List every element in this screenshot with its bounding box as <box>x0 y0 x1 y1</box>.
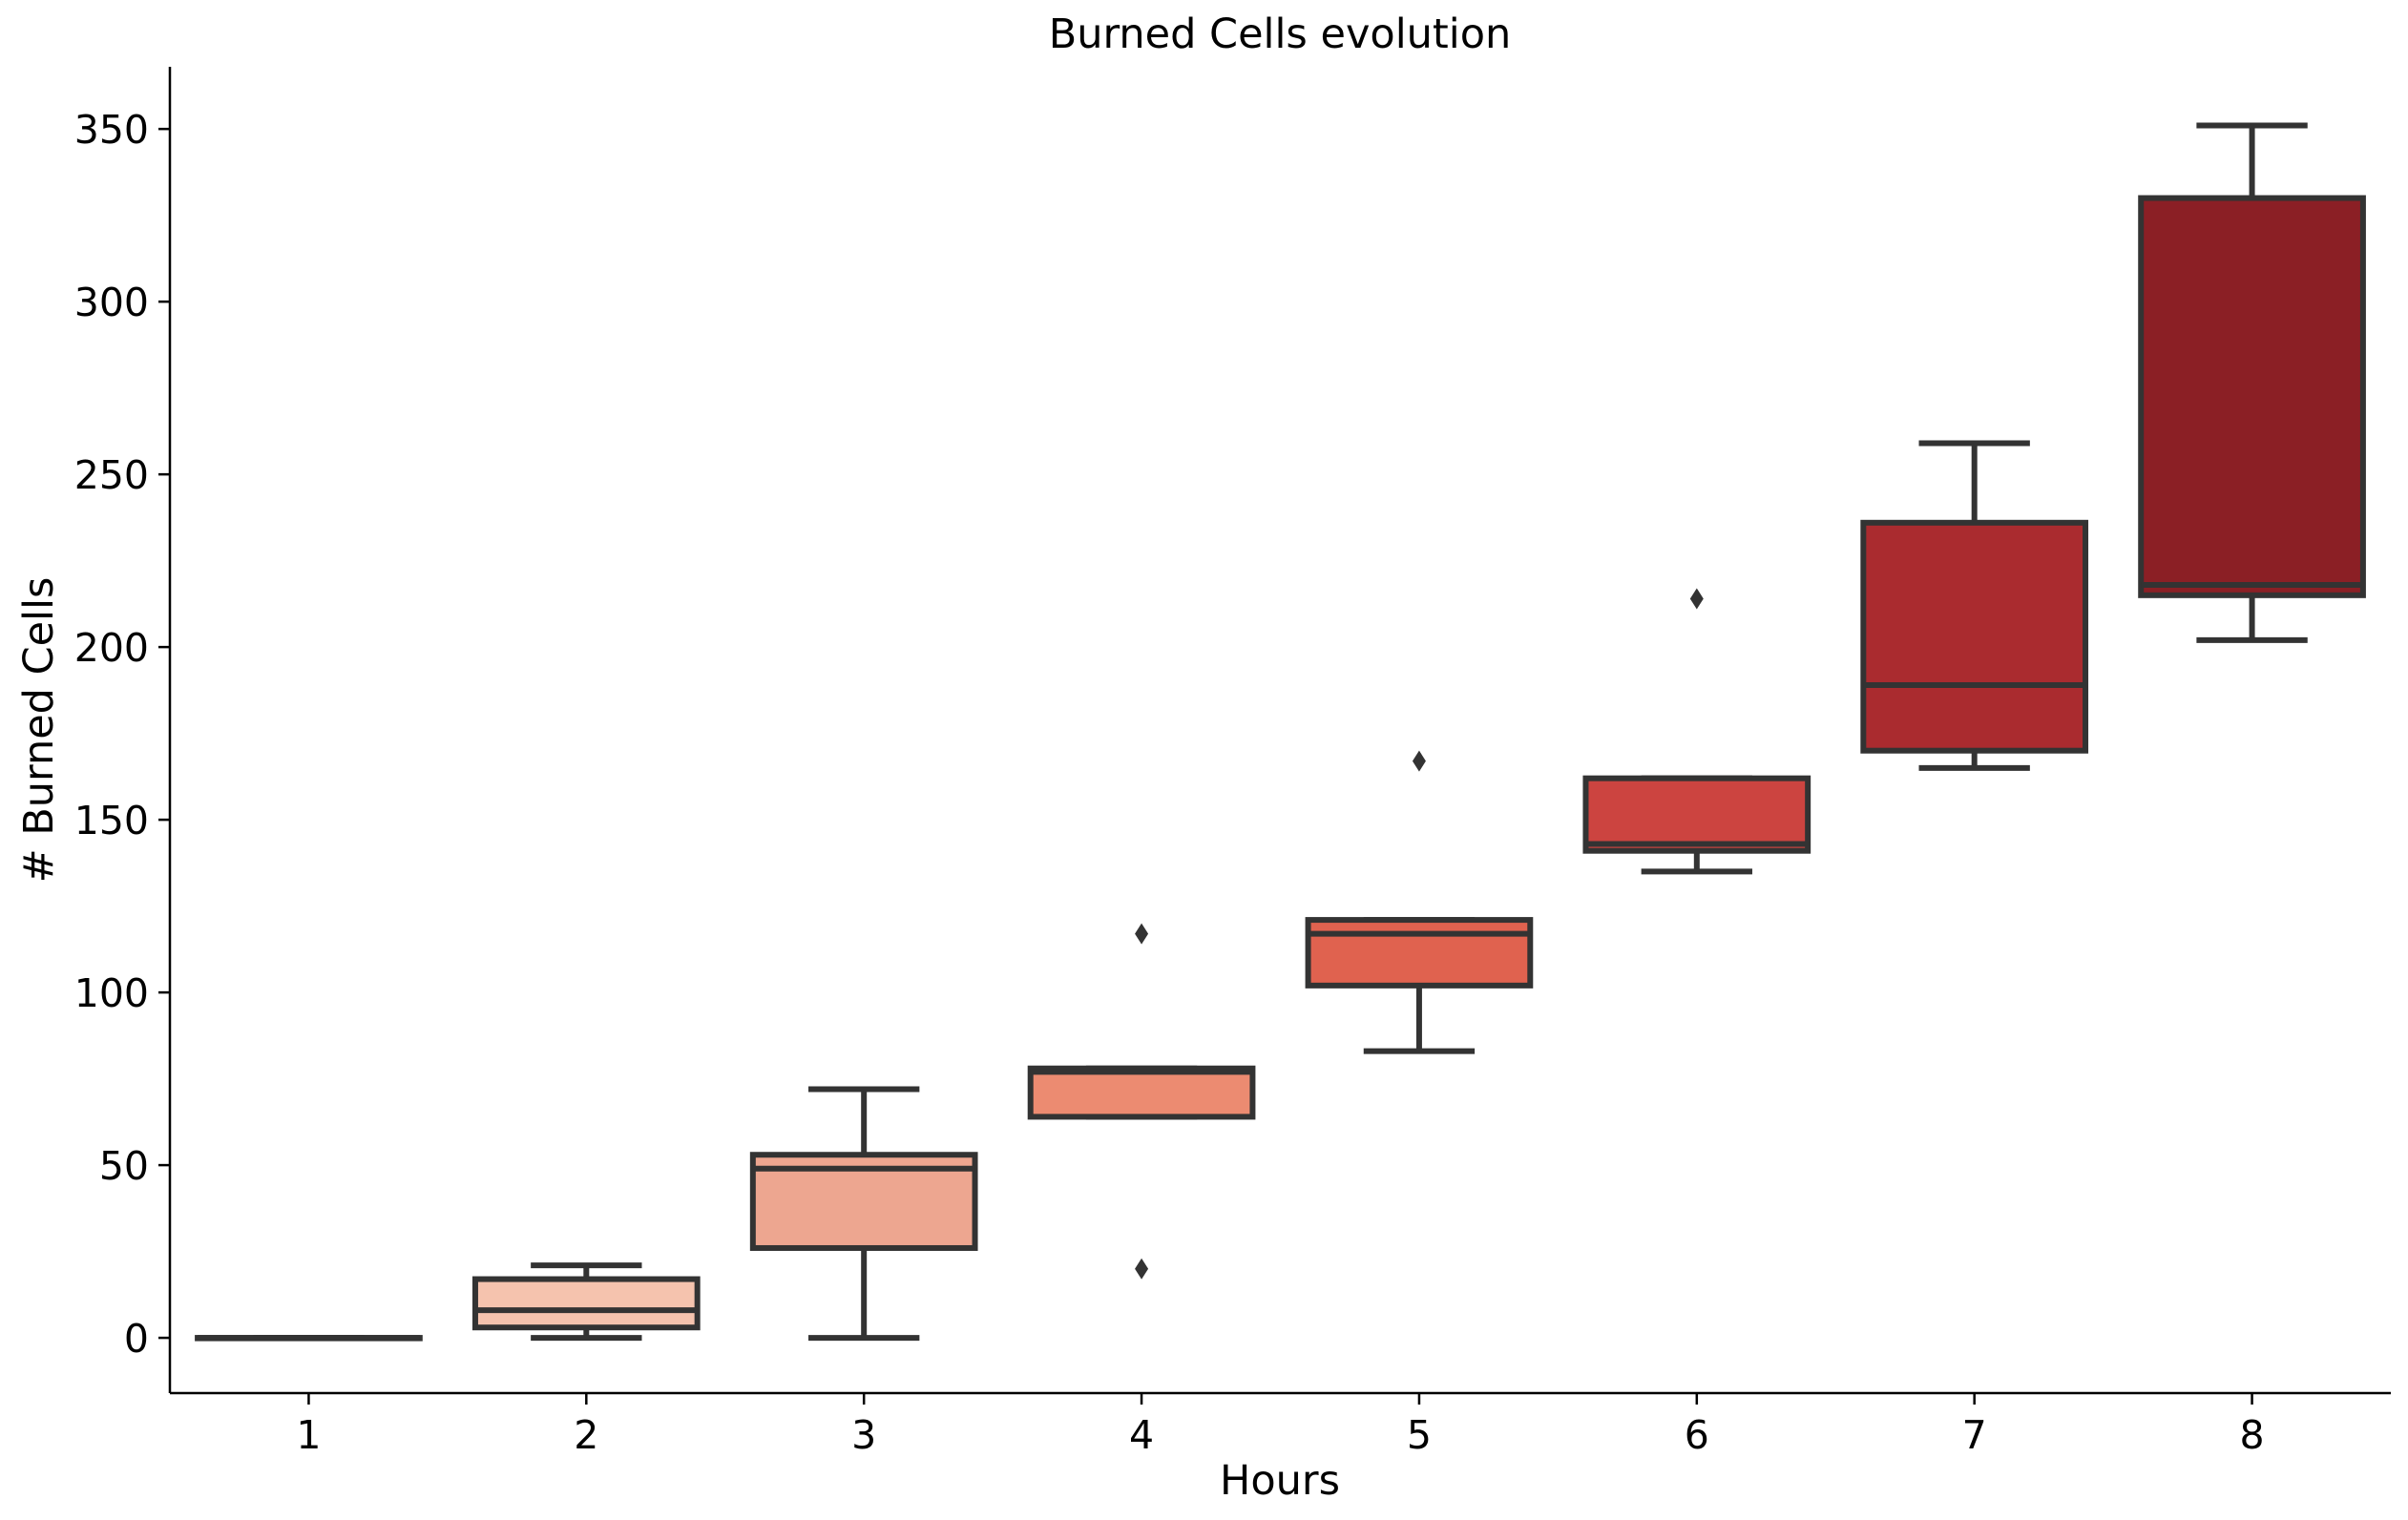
box-group-hour-1 <box>195 1335 423 1342</box>
box-group-hour-3 <box>749 1086 978 1342</box>
x-tick-label: 6 <box>1685 1412 1709 1458</box>
y-tick-label: 150 <box>74 798 149 843</box>
chart-title: Burned Cells evolution <box>1049 10 1512 58</box>
box-iqr <box>2138 195 2366 598</box>
box-iqr <box>1027 1065 1256 1120</box>
x-tick-label: 8 <box>2240 1412 2265 1458</box>
box-group-hour-7 <box>1860 440 2089 771</box>
y-axis-title: # Burned Cells <box>15 577 63 884</box>
box-group-hour-8 <box>2138 122 2366 643</box>
y-tick-label: 300 <box>74 280 149 325</box>
x-axis-ticks: 1 2 3 4 5 6 7 8 <box>296 1393 2265 1458</box>
outlier-marker <box>1689 588 1704 610</box>
y-tick-label: 250 <box>74 452 149 498</box>
box-iqr <box>1860 519 2089 754</box>
box-group-hour-6 <box>1582 588 1811 875</box>
y-tick-label: 350 <box>74 107 149 153</box>
outlier-marker <box>1412 750 1426 772</box>
y-tick-label: 100 <box>74 970 149 1016</box>
y-tick-label: 200 <box>74 625 149 671</box>
box-iqr <box>1305 917 1534 989</box>
y-tick-label: 50 <box>99 1143 149 1189</box>
x-axis-title: Hours <box>1220 1457 1340 1505</box>
box-iqr <box>471 1276 701 1331</box>
x-tick-label: 7 <box>1962 1412 1987 1458</box>
outlier-marker <box>1135 923 1149 945</box>
box-group-hour-4 <box>1027 923 1256 1280</box>
box-iqr <box>1582 775 1811 854</box>
box-group-hour-5 <box>1305 750 1534 1054</box>
plot-area <box>195 122 2366 1342</box>
y-axis-ticks: 0 50 100 150 200 250 300 350 <box>74 107 170 1362</box>
x-tick-label: 3 <box>851 1412 876 1458</box>
y-tick-label: 0 <box>124 1316 149 1362</box>
outlier-marker <box>1135 1258 1149 1280</box>
x-tick-label: 1 <box>296 1412 321 1458</box>
box-group-hour-2 <box>471 1262 701 1342</box>
x-tick-label: 4 <box>1129 1412 1154 1458</box>
x-tick-label: 2 <box>574 1412 598 1458</box>
x-tick-label: 5 <box>1407 1412 1432 1458</box>
